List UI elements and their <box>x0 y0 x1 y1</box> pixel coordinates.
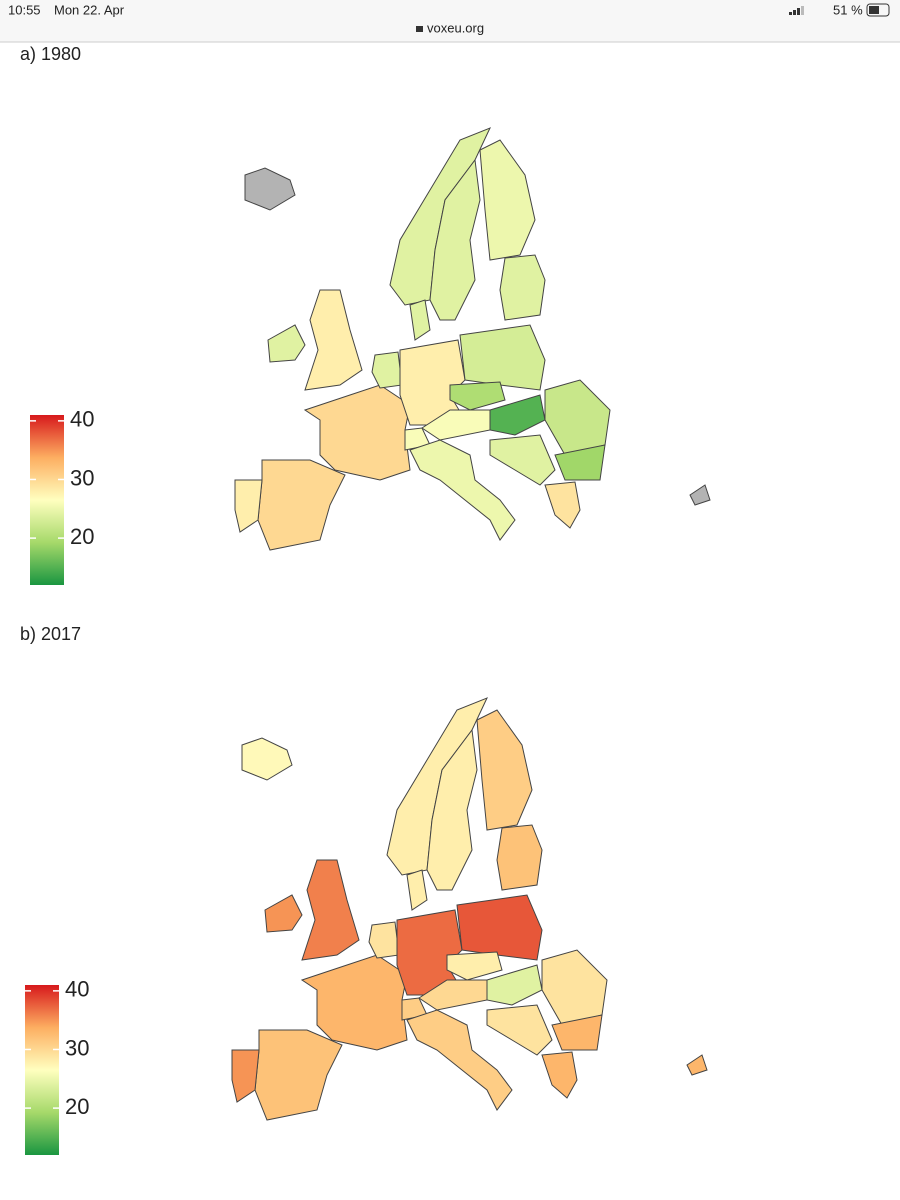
region <box>257 459 346 551</box>
region <box>429 158 481 321</box>
date: Mon 22. Apr <box>54 2 125 17</box>
region <box>689 484 711 506</box>
region <box>554 444 606 481</box>
region <box>489 434 556 486</box>
region <box>551 1014 603 1051</box>
region <box>489 394 546 436</box>
region <box>544 481 581 529</box>
region <box>267 324 306 363</box>
region <box>496 824 543 891</box>
colorbar-tick-label: 40 <box>65 977 89 1002</box>
region <box>409 299 431 341</box>
time: 10:55 <box>8 2 41 17</box>
region <box>479 139 536 261</box>
region <box>304 289 363 391</box>
region <box>300 954 408 1051</box>
region <box>264 894 303 933</box>
region <box>541 1051 578 1099</box>
map-title: a) 1980 <box>20 44 81 64</box>
region <box>368 921 400 959</box>
region <box>406 1009 513 1111</box>
signal-icon <box>789 6 804 15</box>
region <box>234 479 263 533</box>
lock-icon <box>416 26 423 32</box>
region <box>231 1049 260 1103</box>
colorbar <box>25 985 59 1155</box>
region <box>254 1029 343 1121</box>
region <box>446 951 503 981</box>
region <box>449 381 506 411</box>
region <box>406 869 428 911</box>
region <box>409 439 516 541</box>
url[interactable]: voxeu.org <box>427 20 484 35</box>
region <box>686 1054 708 1076</box>
region <box>541 949 608 1026</box>
region <box>244 167 296 211</box>
region <box>544 379 611 456</box>
region <box>303 384 411 481</box>
battery-fill <box>869 6 879 14</box>
region <box>499 254 546 321</box>
region <box>301 859 360 961</box>
region <box>486 1004 553 1056</box>
colorbar-tick-label: 40 <box>70 407 94 432</box>
colorbar-tick-label: 20 <box>70 524 94 549</box>
battery-icon <box>866 3 890 17</box>
region <box>426 728 478 891</box>
region <box>456 894 543 961</box>
region <box>371 351 403 389</box>
colorbar-tick-label: 30 <box>65 1035 89 1060</box>
colorbar <box>30 415 64 585</box>
colorbar-tick-label: 30 <box>70 465 94 490</box>
region <box>459 324 546 391</box>
battery-level: 51 % <box>833 2 863 17</box>
region <box>486 964 543 1006</box>
map-title: b) 2017 <box>20 624 81 644</box>
status-bar <box>0 0 900 42</box>
region <box>241 737 293 781</box>
region <box>476 709 533 831</box>
colorbar-tick-label: 20 <box>65 1094 89 1119</box>
